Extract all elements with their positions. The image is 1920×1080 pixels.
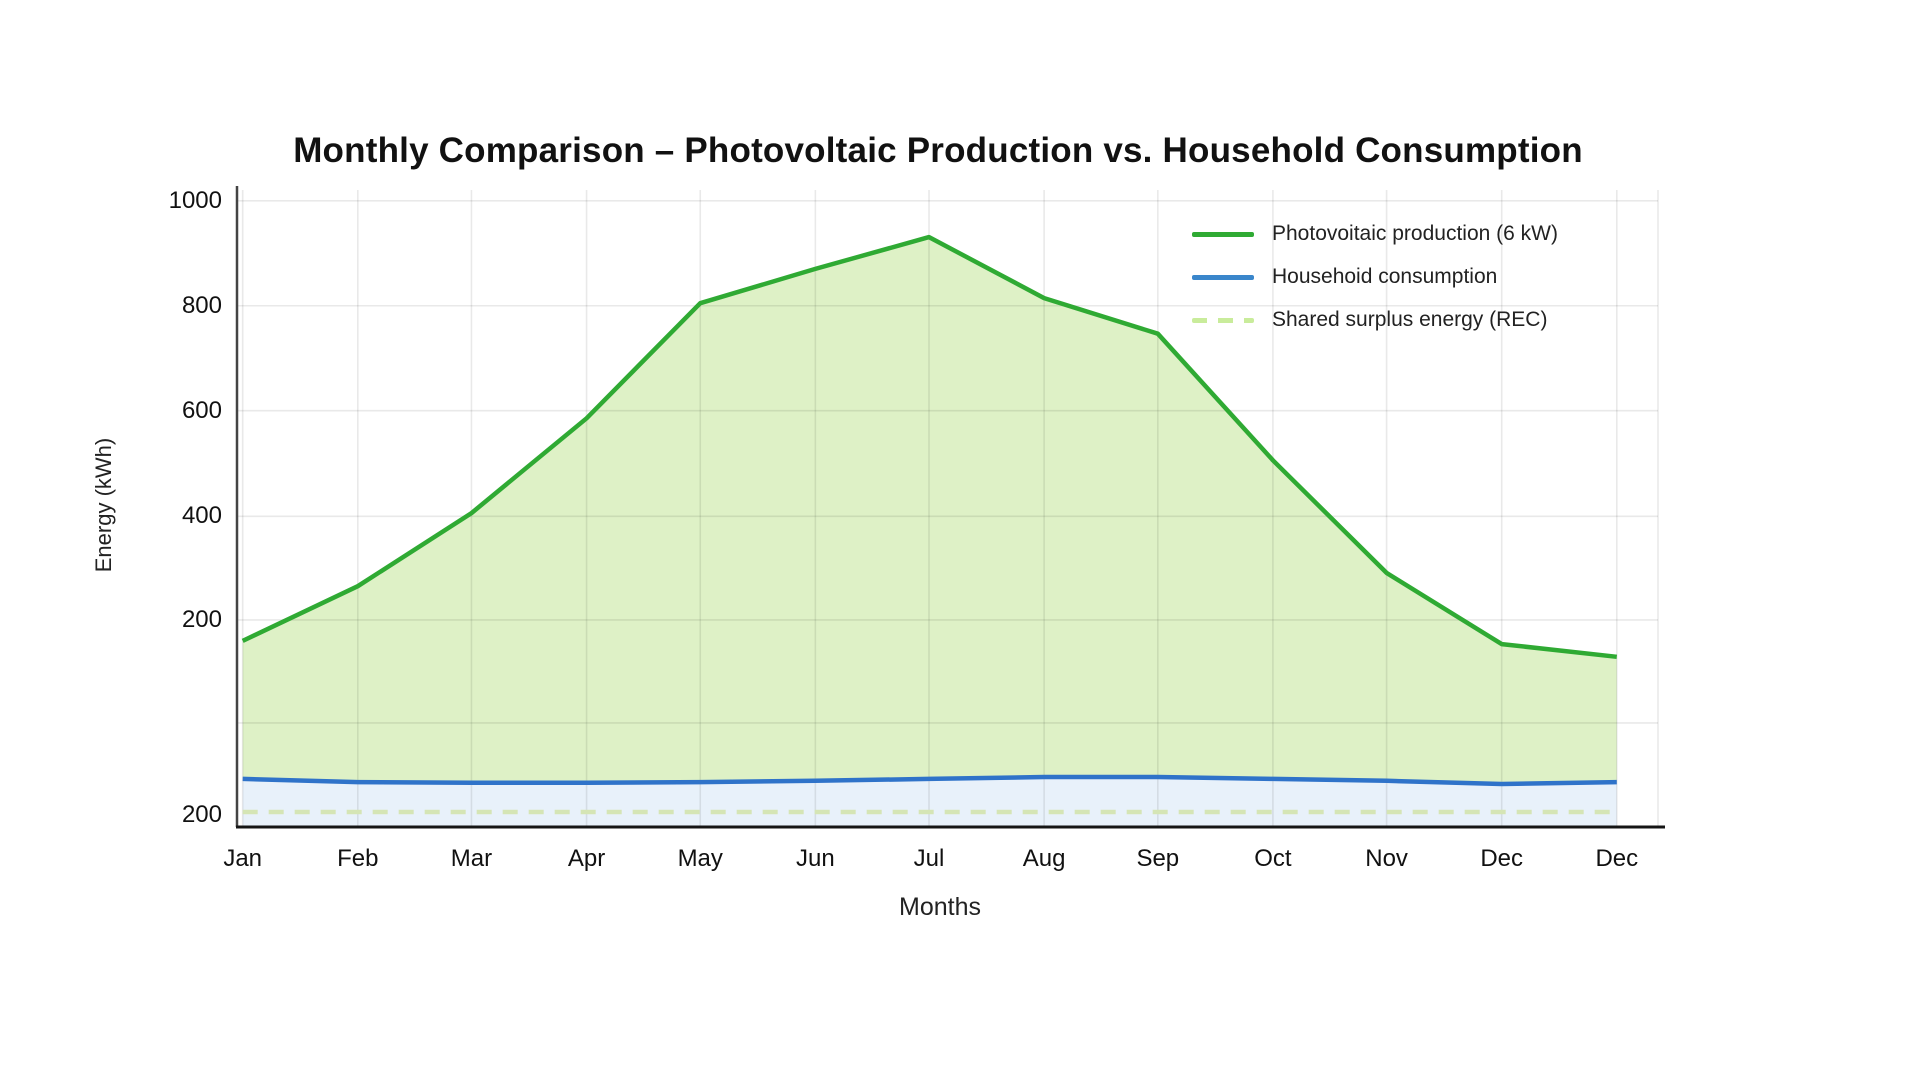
- legend-label: Shared surplus energy (REC): [1272, 308, 1548, 331]
- x-tick-label: Nov: [1365, 845, 1408, 872]
- y-tick-label: 600: [181, 396, 222, 424]
- legend-item: Househoid consumption: [1192, 262, 1558, 292]
- x-tick-label: Mar: [450, 845, 493, 872]
- y-tick-label: 1000: [168, 186, 222, 214]
- legend-item: Shared surplus energy (REC): [1192, 305, 1558, 335]
- x-tick-label: Sep: [1136, 845, 1180, 872]
- y-tick-label: 400: [181, 502, 222, 530]
- chart-legend: Photovoitaic production (6 kW) Househoid …: [1192, 219, 1558, 335]
- legend-line-swatch: [1192, 274, 1254, 280]
- x-tick-label: Aug: [1022, 845, 1066, 872]
- x-tick-label: Jul: [913, 845, 945, 872]
- legend-line-swatch: [1192, 231, 1254, 237]
- x-tick-label: Dec: [1595, 845, 1639, 872]
- household-consumption-line: [242, 774, 1617, 787]
- x-tick-label: Oct: [1254, 845, 1292, 872]
- legend-dashed-line-swatch: [1192, 317, 1254, 323]
- legend-label: Photovoitaic production (6 kW): [1272, 222, 1558, 245]
- x-axis-title: Months: [899, 893, 981, 921]
- pv-production-area: [242, 237, 1617, 785]
- y-tick-label: 200: [181, 605, 222, 633]
- y-tick-label: 800: [181, 291, 222, 319]
- legend-item: Photovoitaic production (6 kW): [1192, 219, 1558, 249]
- chart-title: Monthly Comparison – Photovoltaic Produc…: [293, 131, 1583, 170]
- y-axis-title: Energy (kWh): [91, 437, 116, 573]
- y-tick-label: 200: [181, 801, 222, 829]
- pv-production-line: [241, 234, 1618, 660]
- x-tick-label: Jun: [795, 845, 835, 872]
- x-tick-label: Dec: [1480, 845, 1524, 872]
- x-tick-label: Feb: [337, 845, 379, 872]
- legend-label: Househoid consumption: [1272, 265, 1498, 288]
- x-tick-label: Jan: [223, 845, 263, 872]
- x-tick-label: May: [677, 845, 723, 872]
- x-tick-label: Apr: [567, 845, 606, 872]
